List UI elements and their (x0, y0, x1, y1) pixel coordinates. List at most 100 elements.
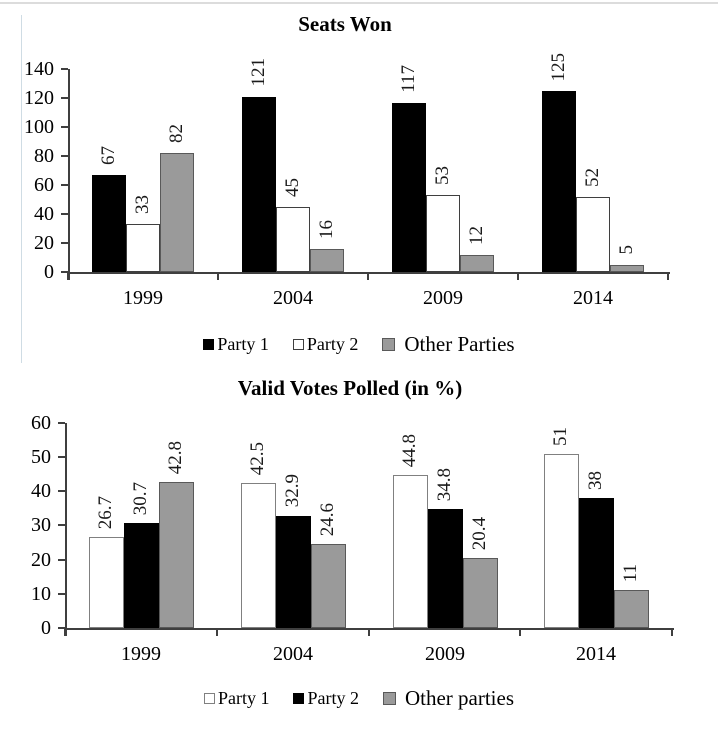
legend-item: Other parties (382, 686, 515, 710)
x-category-label: 1999 (123, 287, 163, 309)
x-axis-tick (64, 628, 66, 636)
y-axis-tick (58, 456, 65, 459)
bar-party-1 (392, 474, 428, 628)
y-axis-tick-label: 10 (31, 582, 51, 605)
x-category-label: 2014 (576, 643, 616, 665)
y-axis-tick (61, 184, 68, 187)
left-border-rule (21, 15, 22, 363)
legend-item: Party 1 (203, 686, 270, 710)
y-axis-tick-label: 40 (34, 203, 54, 226)
x-category-label: 2004 (273, 643, 313, 665)
y-axis-tick (58, 524, 65, 527)
y-axis-tick-label: 100 (24, 116, 54, 139)
legend-swatch (292, 338, 304, 350)
x-axis-tick (67, 272, 69, 280)
y-axis-tick-label: 120 (24, 87, 54, 110)
x-category-label: 1999 (121, 643, 161, 665)
y-axis-tick (58, 558, 65, 561)
legend-swatch (382, 691, 396, 705)
legend-label: Party 1 (217, 334, 269, 354)
legend-label: Party 2 (306, 334, 359, 354)
y-axis-tick-label: 20 (31, 548, 51, 571)
y-axis-tick (61, 242, 68, 245)
bar-party-2 (126, 224, 160, 272)
bar-party-1 (240, 482, 276, 628)
bar-party-2 (275, 515, 311, 628)
y-axis-tick-label: 50 (31, 446, 51, 469)
top-border-rule (0, 2, 718, 4)
y-axis-tick (58, 592, 65, 595)
bar-value-label: 32.9 (282, 474, 303, 508)
legend-item: Party 2 (293, 686, 359, 710)
x-axis-tick (671, 628, 673, 636)
x-axis-line (68, 272, 670, 274)
bar-value-label: 30.7 (130, 481, 151, 516)
bar-other-parties (310, 543, 346, 628)
legend-swatch (293, 692, 305, 704)
bar-party-1 (92, 175, 126, 272)
bar-other-parties (158, 481, 194, 628)
legend-label: Other parties (404, 686, 515, 710)
bar-other-parties (460, 254, 494, 272)
bar-other-parties (310, 248, 344, 272)
bar-party-2 (576, 196, 610, 272)
legend: Party 1 Party 2 Other parties (0, 684, 718, 712)
x-axis-tick (216, 628, 218, 636)
bar-party-1 (543, 453, 579, 628)
bar-value-label: 24.6 (317, 502, 338, 536)
legend-swatch (382, 337, 396, 351)
legend-label: Party 2 (307, 688, 359, 708)
bar-value-label: 42.8 (165, 440, 186, 474)
bar-value-label: 34.8 (434, 467, 455, 502)
bar-value-label: 38 (585, 471, 606, 491)
y-axis-tick (58, 627, 65, 629)
legend-item: Party 1 (203, 332, 269, 356)
x-category-label: 2004 (273, 287, 313, 309)
legend-item: Party 2 (292, 332, 359, 356)
y-axis-line (68, 69, 70, 280)
legend-label: Other Parties (404, 332, 515, 356)
bar-party-1 (88, 536, 124, 628)
y-axis-tick (61, 126, 68, 129)
bar-value-label: 26.7 (95, 495, 116, 529)
y-axis-tick-label: 60 (31, 411, 51, 434)
bar-party-1 (542, 91, 576, 272)
x-axis-tick (519, 628, 521, 636)
bar-value-label: 11 (620, 564, 641, 583)
y-axis-tick-label: 30 (31, 514, 51, 537)
y-axis-tick-label: 80 (34, 145, 54, 168)
y-axis-tick-label: 40 (31, 480, 51, 503)
y-axis-tick (61, 271, 68, 273)
x-axis-tick (517, 272, 519, 280)
y-axis-tick-label: 140 (24, 58, 54, 81)
y-axis-tick (58, 490, 65, 493)
legend-swatch (203, 338, 215, 350)
y-axis-tick-label: 60 (34, 174, 54, 197)
bar-value-label: 42.5 (247, 441, 268, 475)
bar-party-2 (123, 523, 159, 628)
bar-party-2 (427, 509, 463, 628)
bar-value-label: 20.4 (469, 517, 490, 551)
y-axis-tick-label: 20 (34, 232, 54, 255)
bar-party-2 (426, 195, 460, 272)
bar-party-2 (276, 206, 310, 272)
x-category-label: 2009 (425, 643, 465, 665)
x-axis-tick (217, 272, 219, 280)
y-axis-tick (61, 68, 68, 71)
y-axis-tick (61, 155, 68, 158)
y-axis-tick-label: 0 (41, 617, 51, 639)
chart-title: Seats Won (298, 12, 392, 36)
x-axis-tick (368, 628, 370, 636)
chart-title: Valid Votes Polled (in %) (237, 376, 463, 400)
bar-party-1 (392, 102, 426, 272)
legend-label: Party 1 (217, 688, 270, 708)
x-category-label: 2014 (573, 287, 613, 309)
bar-value-label: 44.8 (399, 433, 420, 467)
x-axis-tick (367, 272, 369, 280)
bar-party-1 (242, 96, 276, 272)
y-axis-line (65, 422, 67, 636)
legend-swatch (203, 692, 215, 704)
y-axis-tick-label: 0 (44, 261, 54, 283)
